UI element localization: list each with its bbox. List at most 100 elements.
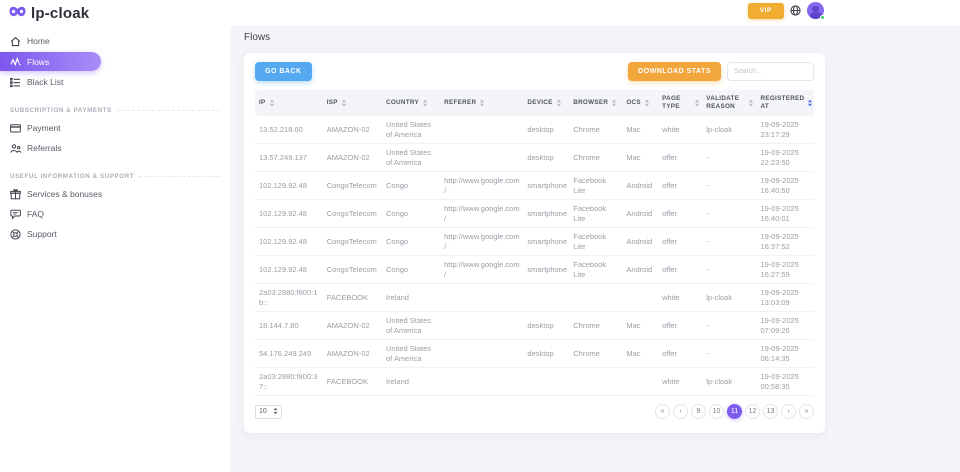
column-header-isp[interactable]: ISP — [323, 90, 383, 116]
search-input[interactable] — [727, 62, 814, 81]
download-stats-button[interactable]: DOWNLOAD STATS — [628, 62, 721, 81]
user-avatar[interactable] — [807, 2, 825, 20]
pagination-page-button-9[interactable]: 9 — [691, 404, 706, 419]
column-header-referer[interactable]: REFERER — [441, 90, 525, 116]
sort-icon[interactable] — [611, 99, 617, 107]
table-cell: Congo — [383, 199, 442, 228]
table-cell: desktop — [524, 143, 571, 172]
globe-icon[interactable] — [790, 5, 801, 16]
table-cell: FACEBOOK — [323, 367, 383, 396]
sidebar-item-home[interactable]: Home — [0, 31, 230, 51]
table-cell: Mac — [623, 339, 660, 368]
sidebar-item-flows[interactable]: Flows — [0, 52, 101, 71]
column-header-registered-at[interactable]: REGISTERED AT — [757, 90, 814, 116]
table-cell — [441, 367, 525, 396]
table-cell — [441, 116, 525, 144]
table-cell: 19-09-2025 16:40:01 — [757, 199, 814, 228]
per-page-select[interactable]: 10 — [255, 404, 282, 419]
sidebar-item-faq[interactable]: FAQ — [0, 204, 230, 224]
table-cell: AMAZON-02 — [323, 311, 383, 340]
table-cell: 18.144.7.80 — [255, 311, 324, 340]
go-back-button[interactable]: GO BACK — [255, 62, 312, 81]
table-cell: - — [703, 199, 758, 228]
table-cell: http://www.google.com/ — [441, 171, 525, 200]
sidebar-item-label: Support — [27, 229, 57, 239]
sidebar-item-support[interactable]: Support — [0, 224, 230, 244]
table-cell: smartphone — [524, 255, 571, 284]
column-header-label: ISP — [326, 99, 338, 106]
sidebar-item-label: Referrals — [27, 143, 62, 153]
sidebar-item-label: FAQ — [27, 209, 45, 219]
pagination-page-button-12[interactable]: 12 — [745, 404, 760, 419]
table-cell: offer — [659, 311, 704, 340]
table-cell: Mac — [623, 143, 660, 172]
column-header-page-type[interactable]: PAGE TYPE — [659, 90, 704, 116]
column-header-label: COUNTRY — [386, 99, 420, 106]
table-cell: - — [703, 171, 758, 200]
stepper-arrows-icon — [273, 407, 278, 417]
table-cell: offer — [659, 227, 704, 256]
table-cell: Android — [623, 199, 660, 228]
pagination: «‹ 9 10 11 12 13 ›» — [652, 404, 814, 419]
table-header: IP ISP COUNTRY REFERER DEVICE BROWSER OCS PAGE … — [255, 90, 814, 116]
table-cell — [441, 339, 525, 368]
pagination-page-button-11[interactable]: 11 — [727, 404, 742, 419]
logo[interactable]: lp-cloak — [9, 4, 89, 22]
table-cell: 19-09-2025 06:14:35 — [757, 339, 814, 368]
pagination-page-button-10[interactable]: 10 — [709, 404, 724, 419]
sort-icon[interactable] — [644, 99, 650, 107]
sort-icon[interactable] — [694, 99, 700, 107]
sidebar: Home Flows Black List SUBSCRIPTION & PAY… — [0, 26, 230, 472]
toolbar: GO BACK DOWNLOAD STATS — [255, 62, 814, 81]
sort-icon[interactable] — [807, 99, 813, 107]
pagination-prev-button[interactable]: ‹ — [673, 404, 688, 419]
sort-icon[interactable] — [556, 99, 562, 107]
table-cell: 2a03:2880:f800:37:: — [255, 367, 324, 396]
pagination-next-button[interactable]: › — [781, 404, 796, 419]
table-cell: Chrome — [570, 339, 624, 368]
table-cell: offer — [659, 255, 704, 284]
sidebar-section-title: USEFUL INFORMATION & SUPPORT — [10, 173, 220, 180]
table-cell: - — [703, 255, 758, 284]
table-cell: 54.176.249.249 — [255, 339, 324, 368]
flows-table: IP ISP COUNTRY REFERER DEVICE BROWSER OCS PAGE … — [255, 90, 814, 396]
column-header-ocs[interactable]: OCS — [623, 90, 660, 116]
table-row: 54.176.249.249 AMAZON-02 United States of … — [255, 339, 814, 368]
table-cell — [441, 143, 525, 172]
table-cell: http://www.google.com/ — [441, 255, 525, 284]
table-cell: Congo — [383, 255, 442, 284]
pagination-page-button-13[interactable]: 13 — [763, 404, 778, 419]
table-cell — [623, 283, 660, 312]
sort-icon[interactable] — [748, 99, 754, 107]
sort-icon[interactable] — [479, 99, 485, 107]
column-header-country[interactable]: COUNTRY — [383, 90, 442, 116]
table-cell: Congo — [383, 227, 442, 256]
home-icon — [10, 36, 21, 47]
table-cell: Mac — [623, 311, 660, 340]
column-header-device[interactable]: DEVICE — [524, 90, 571, 116]
table-cell: Android — [623, 255, 660, 284]
sort-icon[interactable] — [422, 99, 428, 107]
table-cell: United States of America — [383, 143, 442, 172]
pagination-last-button[interactable]: » — [799, 404, 814, 419]
table-cell: 13.57.249.137 — [255, 143, 324, 172]
table-cell: - — [703, 311, 758, 340]
vip-button[interactable]: VIP — [747, 2, 784, 19]
table-cell — [524, 367, 571, 396]
sidebar-item-black-list[interactable]: Black List — [0, 72, 230, 92]
sidebar-item-referrals[interactable]: Referrals — [0, 138, 230, 158]
sort-icon[interactable] — [269, 99, 275, 107]
topbar: lp-cloak VIP — [0, 0, 960, 26]
table-cell: - — [703, 227, 758, 256]
sidebar-item-services-bonuses[interactable]: Services & bonuses — [0, 184, 230, 204]
table-cell: Android — [623, 227, 660, 256]
table-cell: white — [659, 116, 704, 144]
column-header-validate-reason[interactable]: VALIDATE REASON — [703, 90, 758, 116]
sidebar-item-payment[interactable]: Payment — [0, 118, 230, 138]
column-header-browser[interactable]: BROWSER — [570, 90, 624, 116]
column-header-ip[interactable]: IP — [255, 90, 324, 116]
page-title: Flows — [244, 32, 271, 43]
table-cell: desktop — [524, 339, 571, 368]
pagination-first-button[interactable]: « — [655, 404, 670, 419]
sort-icon[interactable] — [341, 99, 347, 107]
